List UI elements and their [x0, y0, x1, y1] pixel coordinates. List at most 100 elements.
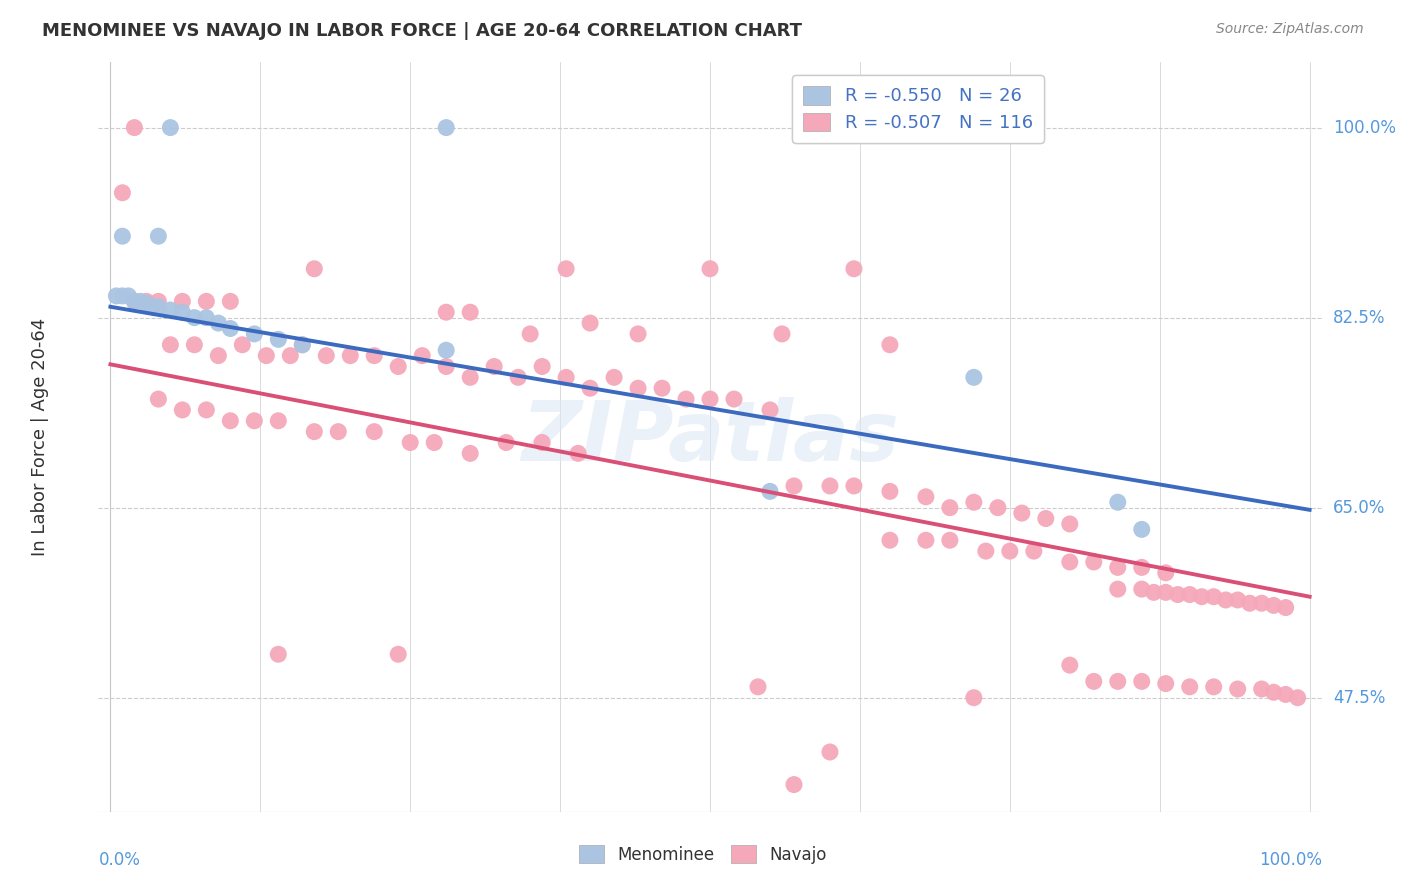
Point: [267, 332, 290, 346]
Point: [627, 326, 650, 341]
Point: [1059, 658, 1081, 673]
Point: [124, 120, 146, 135]
Point: [998, 544, 1021, 558]
Point: [183, 310, 205, 325]
Point: [458, 370, 481, 384]
Point: [1274, 688, 1296, 702]
Point: [219, 294, 242, 309]
Point: [818, 120, 841, 135]
Point: [531, 359, 554, 374]
Point: [1143, 585, 1166, 599]
Point: [531, 435, 554, 450]
Point: [458, 446, 481, 460]
Point: [759, 403, 782, 417]
Point: [423, 435, 446, 450]
Point: [987, 500, 1010, 515]
Point: [1107, 560, 1129, 574]
Point: [915, 490, 938, 504]
Point: [195, 294, 218, 309]
Point: [963, 495, 986, 509]
Legend: R = -0.550   N = 26, R = -0.507   N = 116: R = -0.550 N = 26, R = -0.507 N = 116: [792, 75, 1043, 143]
Point: [207, 349, 229, 363]
Point: [111, 289, 134, 303]
Point: [315, 349, 337, 363]
Point: [1250, 681, 1272, 696]
Point: [1022, 544, 1045, 558]
Point: [1178, 680, 1201, 694]
Text: 100.0%: 100.0%: [1258, 851, 1322, 869]
Point: [1154, 566, 1177, 580]
Point: [148, 229, 170, 244]
Point: [1263, 685, 1285, 699]
Point: [183, 338, 205, 352]
Point: [842, 479, 865, 493]
Point: [1286, 690, 1309, 705]
Point: [124, 294, 146, 309]
Point: [818, 745, 841, 759]
Point: [519, 326, 541, 341]
Point: [747, 680, 769, 694]
Point: [783, 778, 806, 792]
Point: [1239, 596, 1261, 610]
Point: [339, 349, 361, 363]
Point: [1083, 555, 1105, 569]
Point: [963, 690, 986, 705]
Text: 82.5%: 82.5%: [1333, 309, 1385, 326]
Point: [159, 338, 181, 352]
Point: [172, 305, 194, 319]
Point: [1154, 585, 1177, 599]
Point: [1059, 555, 1081, 569]
Text: 47.5%: 47.5%: [1333, 689, 1385, 706]
Point: [1107, 495, 1129, 509]
Point: [1130, 674, 1153, 689]
Text: In Labor Force | Age 20-64: In Labor Force | Age 20-64: [31, 318, 49, 557]
Point: [172, 294, 194, 309]
Point: [627, 381, 650, 395]
Legend: Menominee, Navajo: Menominee, Navajo: [572, 838, 834, 871]
Point: [603, 370, 626, 384]
Point: [1263, 599, 1285, 613]
Point: [723, 392, 745, 406]
Point: [699, 392, 721, 406]
Point: [963, 370, 986, 384]
Point: [1130, 582, 1153, 596]
Point: [879, 484, 901, 499]
Point: [675, 392, 697, 406]
Point: [267, 414, 290, 428]
Point: [135, 294, 157, 309]
Point: [129, 294, 152, 309]
Point: [783, 479, 806, 493]
Point: [1059, 516, 1081, 531]
Point: [1215, 593, 1237, 607]
Point: [508, 370, 530, 384]
Point: [195, 403, 218, 417]
Point: [1226, 681, 1249, 696]
Point: [219, 414, 242, 428]
Point: [482, 359, 505, 374]
Point: [304, 425, 326, 439]
Point: [434, 305, 457, 319]
Point: [1107, 582, 1129, 596]
Point: [939, 533, 962, 548]
Point: [231, 338, 253, 352]
Point: [434, 359, 457, 374]
Point: [291, 338, 314, 352]
Point: [141, 300, 163, 314]
Point: [434, 120, 457, 135]
Text: 100.0%: 100.0%: [1333, 119, 1396, 136]
Point: [1011, 506, 1033, 520]
Point: [304, 261, 326, 276]
Point: [555, 261, 578, 276]
Point: [770, 326, 793, 341]
Point: [495, 435, 517, 450]
Point: [974, 544, 997, 558]
Point: [105, 289, 128, 303]
Point: [243, 414, 266, 428]
Point: [278, 349, 301, 363]
Point: [434, 343, 457, 358]
Point: [111, 186, 134, 200]
Point: [579, 316, 602, 330]
Point: [124, 294, 146, 309]
Point: [363, 425, 385, 439]
Point: [1226, 593, 1249, 607]
